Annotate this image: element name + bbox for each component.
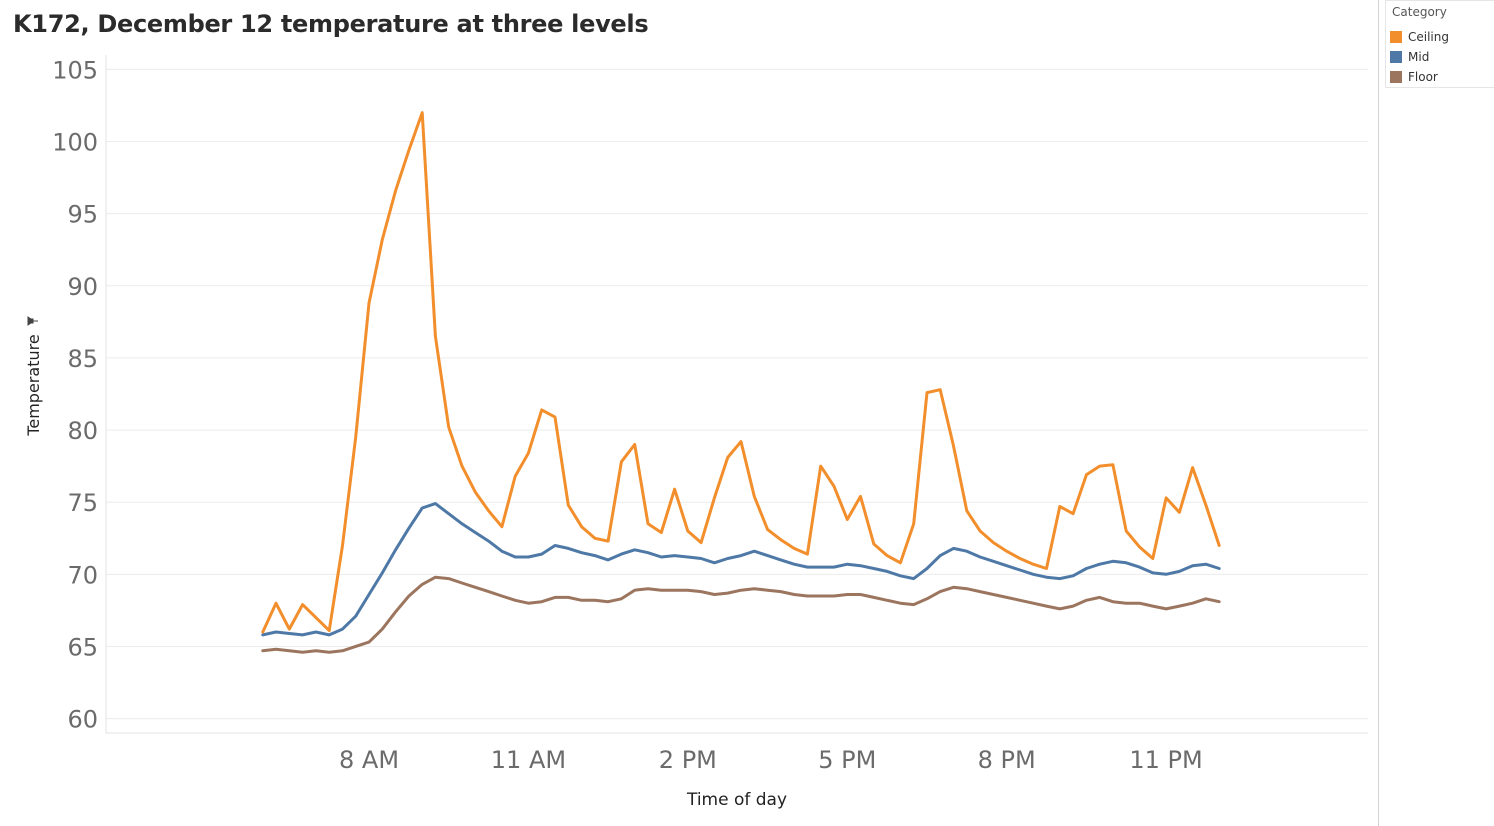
y-axis-title-group: Temperature: [24, 334, 43, 436]
y-tick-label: 75: [67, 489, 98, 517]
gridlines: [106, 68, 1368, 720]
y-tick-label: 105: [52, 56, 98, 84]
x-tick-label: 8 AM: [339, 746, 399, 774]
line-chart: 60 65 70 75 80 85 90 95 100 105 8 AM 11 AM 2 PM 5 PM…: [24, 55, 1368, 810]
x-tick-label: 11 PM: [1129, 746, 1202, 774]
y-tick-label: 65: [67, 633, 98, 661]
y-tick-label: 95: [67, 201, 98, 229]
x-tick-label: 2 PM: [659, 746, 717, 774]
legend-label-floor: Floor: [1408, 70, 1438, 84]
x-axis-ticks: 8 AM 11 AM 2 PM 5 PM 8 PM 11 PM: [339, 746, 1203, 774]
legend-label-mid: Mid: [1408, 50, 1430, 64]
series-lines: [261, 111, 1221, 654]
x-tick-label: 5 PM: [818, 746, 876, 774]
series-line-floor[interactable]: [261, 575, 1221, 654]
legend-swatch-floor: [1390, 71, 1402, 83]
y-tick-label: 70: [67, 561, 98, 589]
legend: Category Ceiling Mid Floor: [1385, 0, 1494, 88]
y-axis-title: Temperature: [24, 334, 43, 436]
y-axis-ticks: 60 65 70 75 80 85 90 95 100 105: [52, 56, 98, 733]
series-line-ceiling[interactable]: [261, 111, 1221, 634]
y-tick-label: 60: [67, 706, 98, 734]
right-sidebar: [1378, 0, 1494, 826]
x-axis-title: Time of day: [686, 790, 787, 810]
x-tick-label: 11 AM: [491, 746, 566, 774]
legend-label-ceiling: Ceiling: [1408, 30, 1449, 44]
x-tick-label: 8 PM: [978, 746, 1036, 774]
y-tick-label: 90: [67, 273, 98, 301]
legend-title: Category: [1392, 5, 1447, 19]
y-tick-label: 100: [52, 129, 98, 157]
series-line-mid[interactable]: [261, 502, 1221, 637]
y-tick-label: 85: [67, 345, 98, 373]
y-tick-label: 80: [67, 417, 98, 445]
chart-title: K172, December 12 temperature at three l…: [13, 10, 649, 38]
legend-swatch-mid: [1390, 51, 1402, 63]
legend-swatch-ceiling: [1390, 31, 1402, 43]
pin-icon[interactable]: [27, 316, 38, 326]
